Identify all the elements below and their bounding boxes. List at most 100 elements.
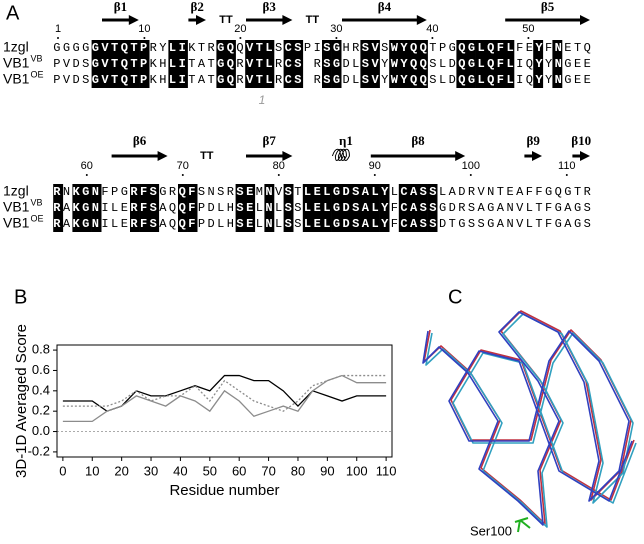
identity-box [398, 40, 409, 88]
identity-box [149, 184, 160, 232]
helix-coil [331, 148, 350, 161]
row-name-sup: OE [30, 69, 43, 79]
identity-box [485, 40, 496, 88]
identity-box [245, 40, 256, 88]
row-name-sup: VB [30, 53, 42, 63]
residue-number: 80 [273, 160, 285, 172]
identity-box [331, 40, 342, 88]
identity-box [110, 40, 121, 88]
strand-arrow-head [580, 15, 590, 25]
identity-box [178, 40, 188, 88]
x-tick-label: 60 [232, 463, 246, 478]
identity-box [178, 184, 188, 232]
row-name: VB1 [3, 199, 30, 215]
number-dot [373, 174, 376, 176]
identity-box [408, 40, 419, 88]
residue-number: 60 [81, 160, 93, 172]
panel-label: B [14, 286, 27, 308]
y-tick-label: 0.2 [32, 403, 50, 418]
row-name: VB1 [3, 71, 30, 87]
residue-number: 10 [138, 23, 150, 35]
identity-box [130, 40, 140, 88]
sse-label: β10 [571, 133, 591, 148]
y-tick-label: -0.2 [28, 443, 50, 458]
sse-label: β2 [191, 0, 204, 14]
row-name-sup: VB [30, 197, 42, 207]
sse-label: β6 [133, 133, 147, 148]
x-tick-label: 90 [320, 463, 334, 478]
row-name: 1zgl [3, 183, 29, 199]
x-tick-label: 110 [376, 463, 397, 478]
x-tick-label: 70 [261, 463, 275, 478]
number-dot [527, 37, 530, 39]
residue-number: 110 [558, 160, 576, 172]
identity-box [168, 40, 179, 88]
x-tick-label: 30 [144, 463, 158, 478]
sse-label: β8 [411, 133, 425, 148]
residue-number: 40 [426, 23, 438, 35]
identity-box [504, 40, 515, 88]
y-tick-label: 0.0 [32, 423, 50, 438]
identity-box [533, 40, 544, 88]
strand-arrow-head [455, 151, 466, 161]
number-dot [181, 174, 184, 176]
sse-label: β3 [263, 0, 277, 14]
identity-box [101, 40, 112, 88]
strand-arrow-head [196, 15, 206, 25]
identity-box [322, 184, 332, 232]
number-dot [239, 37, 242, 39]
number-dot [85, 174, 88, 176]
series-line [62, 374, 387, 423]
identity-box [370, 40, 380, 88]
strand-arrow-head [532, 151, 542, 161]
identity-box [322, 40, 332, 88]
identity-box [216, 40, 227, 88]
x-axis-label: Residue number [169, 482, 279, 499]
series-line [62, 374, 387, 412]
number-dot [469, 174, 472, 176]
x-tick-label: 20 [114, 463, 128, 478]
identity-box [283, 40, 294, 88]
identity-box [187, 184, 198, 232]
identity-box [302, 184, 313, 232]
identity-box [312, 184, 323, 232]
residue-number: 20 [234, 23, 246, 35]
annotation: 1 [259, 93, 266, 107]
identity-box [91, 40, 102, 88]
identity-box [418, 40, 428, 88]
strand-arrow-head [416, 15, 427, 25]
sequence-conserved: PVDSGVTQTPKHLITATGQRVTLRCS RSGDLSVYWYQQS… [53, 57, 591, 71]
identity-box [235, 184, 246, 232]
identity-box [408, 184, 419, 232]
identity-box [245, 184, 256, 232]
number-dot [277, 174, 280, 176]
identity-box [53, 184, 64, 232]
identity-box [389, 40, 400, 88]
protein-structure [422, 310, 637, 533]
x-tick-label: 100 [346, 463, 368, 478]
identity-box [552, 40, 563, 88]
sse-label: β4 [378, 0, 392, 14]
row-name: 1zgl [3, 39, 29, 55]
sse-label: β1 [114, 0, 127, 14]
number-dot [431, 37, 434, 39]
identity-box [466, 40, 476, 88]
sequence-conserved: PVDSGVTQTPKHLITATGQRVTLRCS RSGDLSVYWYQQS… [53, 73, 591, 87]
residue-number: 70 [177, 160, 189, 172]
residue-number: 100 [462, 160, 480, 172]
identity-box [360, 184, 371, 232]
number-dot [565, 174, 568, 176]
identity-box [72, 184, 83, 232]
y-tick-label: 0.6 [32, 362, 50, 377]
identity-box [350, 184, 361, 232]
turn-label: TT [306, 14, 320, 26]
identity-box [264, 184, 275, 232]
identity-box [331, 184, 342, 232]
identity-box [398, 184, 409, 232]
identity-box [82, 184, 92, 232]
identity-box [456, 40, 467, 88]
sequence-conserved: GGGGGVTQTPRYLIKTRGQQVTLSCSPISGHRSVSWYQQT… [53, 41, 591, 55]
identity-box [370, 184, 380, 232]
x-tick-label: 0 [59, 463, 66, 478]
panel-label: A [6, 2, 20, 24]
